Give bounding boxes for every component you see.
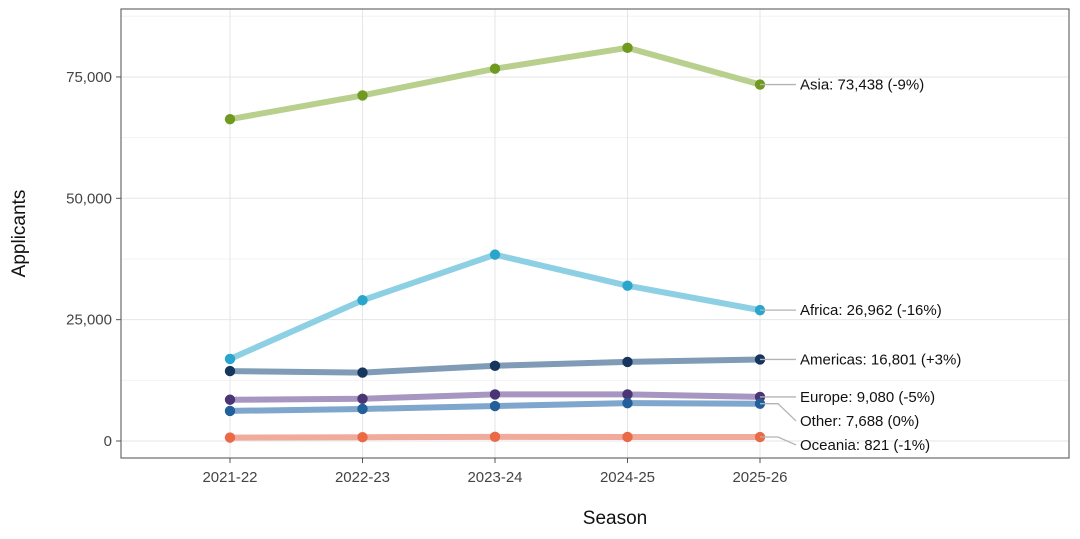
data-point-asia	[357, 90, 368, 101]
series-label-europe: Europe: 9,080 (-5%)	[800, 389, 935, 406]
data-point-africa	[622, 280, 633, 291]
data-point-other	[622, 397, 633, 409]
x-tick-label: 2024-25	[600, 469, 655, 486]
data-point-other	[224, 405, 236, 417]
y-tick-label: 0	[104, 433, 112, 450]
data-point-europe	[622, 389, 633, 400]
data-point-africa	[224, 353, 236, 365]
y-tick-label: 25,000	[66, 312, 112, 329]
x-axis-title: Season	[583, 508, 647, 529]
data-point-other	[357, 403, 368, 415]
plot-panel	[121, 9, 1069, 458]
series-label-asia: Asia: 73,438 (-9%)	[800, 77, 924, 94]
data-point-oceania	[489, 431, 501, 443]
series-points	[224, 42, 766, 443]
y-axis-title: Applicants	[9, 190, 30, 278]
x-tick-label: 2025-26	[732, 469, 787, 486]
data-point-oceania	[357, 432, 368, 443]
series-labels: Asia: 73,438 (-9%) Africa: 26,962 (-16%) A…	[760, 77, 961, 454]
axes: 0 25,000 50,000 75,000 2021-22 2022-23 2023-24…	[66, 8, 1070, 486]
y-tick-label: 75,000	[66, 69, 112, 86]
series-label-other: Other: 7,688 (0%)	[800, 413, 919, 430]
y-tick-label: 50,000	[66, 190, 112, 207]
data-point-africa	[489, 249, 501, 260]
data-point-asia	[622, 42, 633, 54]
data-point-europe	[224, 394, 236, 405]
data-point-africa	[357, 295, 368, 306]
data-point-americas	[622, 356, 633, 368]
data-point-oceania	[224, 432, 236, 443]
data-point-americas	[357, 367, 368, 378]
label-leader-line	[760, 403, 797, 422]
data-point-americas	[224, 365, 236, 377]
data-point-americas	[489, 360, 501, 371]
data-point-asia	[489, 63, 501, 74]
data-point-asia	[224, 113, 236, 125]
x-tick-label: 2021-22	[202, 469, 257, 486]
data-point-oceania	[622, 431, 633, 443]
plot-border	[120, 8, 1070, 459]
data-point-europe	[357, 393, 368, 404]
series-label-oceania: Oceania: 821 (-1%)	[800, 437, 930, 454]
data-point-europe	[489, 389, 501, 400]
label-leader-line	[760, 436, 797, 446]
series-label-americas: Americas: 16,801 (+3%)	[800, 351, 961, 368]
x-tick-label: 2022-23	[335, 469, 390, 486]
gridlines	[121, 9, 1069, 458]
data-point-other	[489, 400, 501, 412]
series-label-africa: Africa: 26,962 (-16%)	[800, 302, 942, 319]
x-tick-label: 2023-24	[467, 469, 522, 486]
